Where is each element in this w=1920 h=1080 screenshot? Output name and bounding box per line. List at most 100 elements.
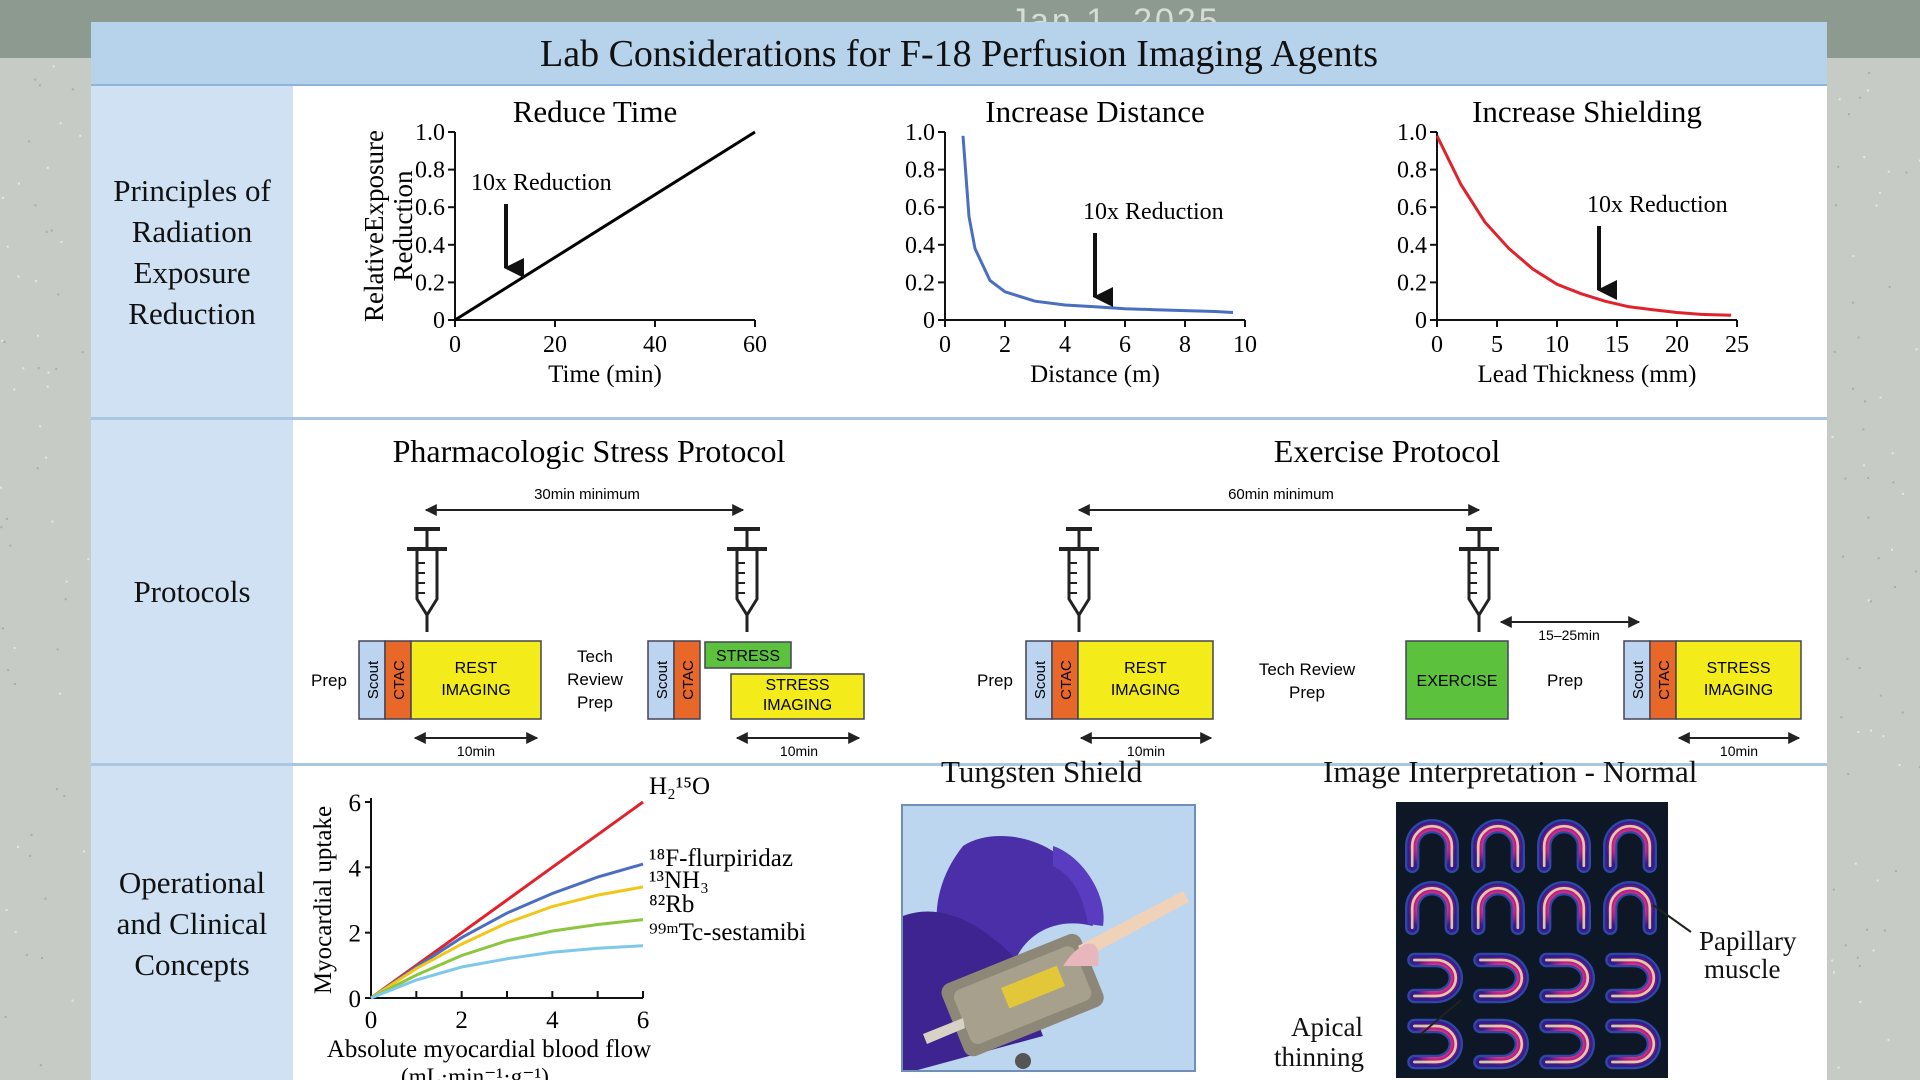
bg-speck: [3, 341, 6, 343]
x-tick-label: 0: [449, 332, 461, 358]
bg-speck: [39, 84, 41, 87]
x-axis-label: Time (min): [548, 361, 662, 388]
y-tick-label: 1.0: [415, 120, 445, 146]
exercise-title: Exercise Protocol: [1274, 433, 1501, 469]
pharm-stress-imaging-block: [730, 673, 865, 720]
y-tick-label: 6: [349, 790, 362, 817]
pharm-stress-scout-label: Scout: [654, 660, 671, 699]
bg-speck: [5, 517, 8, 520]
x-tick-label: 25: [1725, 332, 1749, 358]
bg-speck: [44, 897, 47, 900]
bg-speck: [1893, 586, 1896, 588]
exposure-chart-1: 0 0.2 0.4 0.6 0.8 1.0 0 2 4 6 8 10 Increase Distance…: [905, 94, 1257, 388]
bg-speck: [35, 279, 38, 282]
bg-speck: [0, 526, 3, 529]
bg-speck: [7, 669, 10, 672]
tungsten-shield-title: Tungsten Shield: [941, 754, 1143, 789]
exercise-prep-2: Prep: [1547, 671, 1583, 690]
bg-speck: [6, 245, 9, 248]
bg-speck: [1859, 1001, 1862, 1003]
pharm-rest-imaging-block: [410, 640, 542, 720]
perfusion-scan-images: [1396, 802, 1668, 1078]
exercise-stress-ctac-label: CTAC: [1656, 660, 1673, 700]
series-label: ¹⁸F-flurpiridaz: [649, 845, 793, 872]
y-tick-label: 4: [349, 855, 362, 882]
pharm-rest-imaging-label: REST IMAGING: [441, 660, 511, 699]
y-tick-label: 0.4: [415, 233, 445, 259]
bg-speck: [60, 241, 63, 243]
y-tick-label: 0.2: [415, 270, 445, 296]
bg-speck: [1, 627, 4, 630]
bg-speck: [1891, 548, 1893, 551]
bg-speck: [1862, 464, 1865, 467]
x-axis-label-units: (mL·min⁻¹·g⁻¹): [401, 1064, 549, 1080]
bg-speck: [1882, 735, 1885, 738]
bg-speck: [1864, 400, 1867, 403]
x-tick-label: 6: [637, 1007, 650, 1034]
bg-speck: [45, 230, 48, 233]
y-tick-label: 0.6: [415, 195, 445, 221]
bg-speck: [1888, 285, 1891, 288]
bg-speck: [1847, 773, 1850, 776]
bg-speck: [1867, 477, 1870, 480]
bg-speck: [1905, 171, 1908, 174]
series-label: H₂¹⁵O: [649, 773, 710, 800]
bg-speck: [71, 88, 74, 91]
bg-speck: [1894, 870, 1897, 872]
bg-speck: [1856, 956, 1859, 959]
series-label: ⁸²Rb: [649, 891, 694, 918]
bg-speck: [22, 367, 25, 370]
series-line: [1435, 135, 1732, 317]
y-tick-label: 1.0: [1397, 120, 1427, 146]
bg-speck: [1879, 694, 1882, 697]
exercise-tech-review: Tech Review: [1259, 660, 1356, 679]
exercise-gap-label: 15–25min: [1538, 627, 1600, 643]
pharm-ctac-label: CTAC: [391, 660, 408, 700]
bg-speck: [59, 692, 62, 695]
bg-speck: [1840, 716, 1843, 719]
apical-label-2: thinning: [1274, 1042, 1365, 1072]
bg-speck: [1834, 204, 1837, 207]
exercise-rest-duration: 10min: [1127, 743, 1165, 759]
apical-label-1: Apical: [1291, 1012, 1363, 1042]
bg-speck: [1883, 929, 1886, 932]
bg-speck: [1831, 435, 1834, 438]
pharm-ctac-block: [384, 640, 412, 720]
bg-speck: [64, 598, 67, 601]
bg-speck: [1842, 555, 1845, 558]
x-tick-label: 4: [1059, 332, 1071, 358]
bg-speck: [1854, 862, 1857, 865]
bg-speck: [0, 486, 2, 489]
bg-speck: [81, 351, 84, 354]
exercise-stress-scout-label: Scout: [1630, 660, 1647, 699]
bg-speck: [34, 204, 37, 207]
exercise-tech-prep: Prep: [1289, 683, 1325, 702]
bg-speck: [55, 368, 58, 370]
bg-speck: [1876, 879, 1879, 882]
exposure-chart-2: 0 0.2 0.4 0.6 0.8 1.0 0 5 10 15 20 25 Increase Shiel…: [1397, 94, 1749, 388]
exercise-scout-label: Scout: [1032, 660, 1049, 699]
row-divider-1: [91, 417, 1827, 420]
bg-speck: [50, 229, 53, 232]
bg-speck: [1, 339, 4, 342]
bg-speck: [1887, 170, 1890, 173]
bg-speck: [13, 683, 16, 685]
bg-speck: [1844, 477, 1847, 480]
pharm-rest-duration: 10min: [457, 743, 495, 759]
slide-title: Lab Considerations for F-18 Perfusion Im…: [539, 33, 1378, 75]
bg-speck: [1831, 959, 1834, 962]
bg-speck: [47, 371, 50, 374]
bg-speck: [1872, 949, 1875, 952]
y-tick-label: 0.2: [905, 270, 935, 296]
exercise-stress-duration: 10min: [1720, 743, 1758, 759]
bg-speck: [13, 388, 16, 391]
bg-speck: [1918, 765, 1920, 768]
bg-speck: [1867, 516, 1870, 519]
bg-speck: [1858, 667, 1861, 669]
bg-speck: [1847, 113, 1850, 116]
row-divider-2: [91, 763, 1827, 766]
bg-speck: [56, 648, 59, 651]
exercise-block: [1405, 640, 1509, 720]
bg-speck: [1870, 729, 1873, 732]
